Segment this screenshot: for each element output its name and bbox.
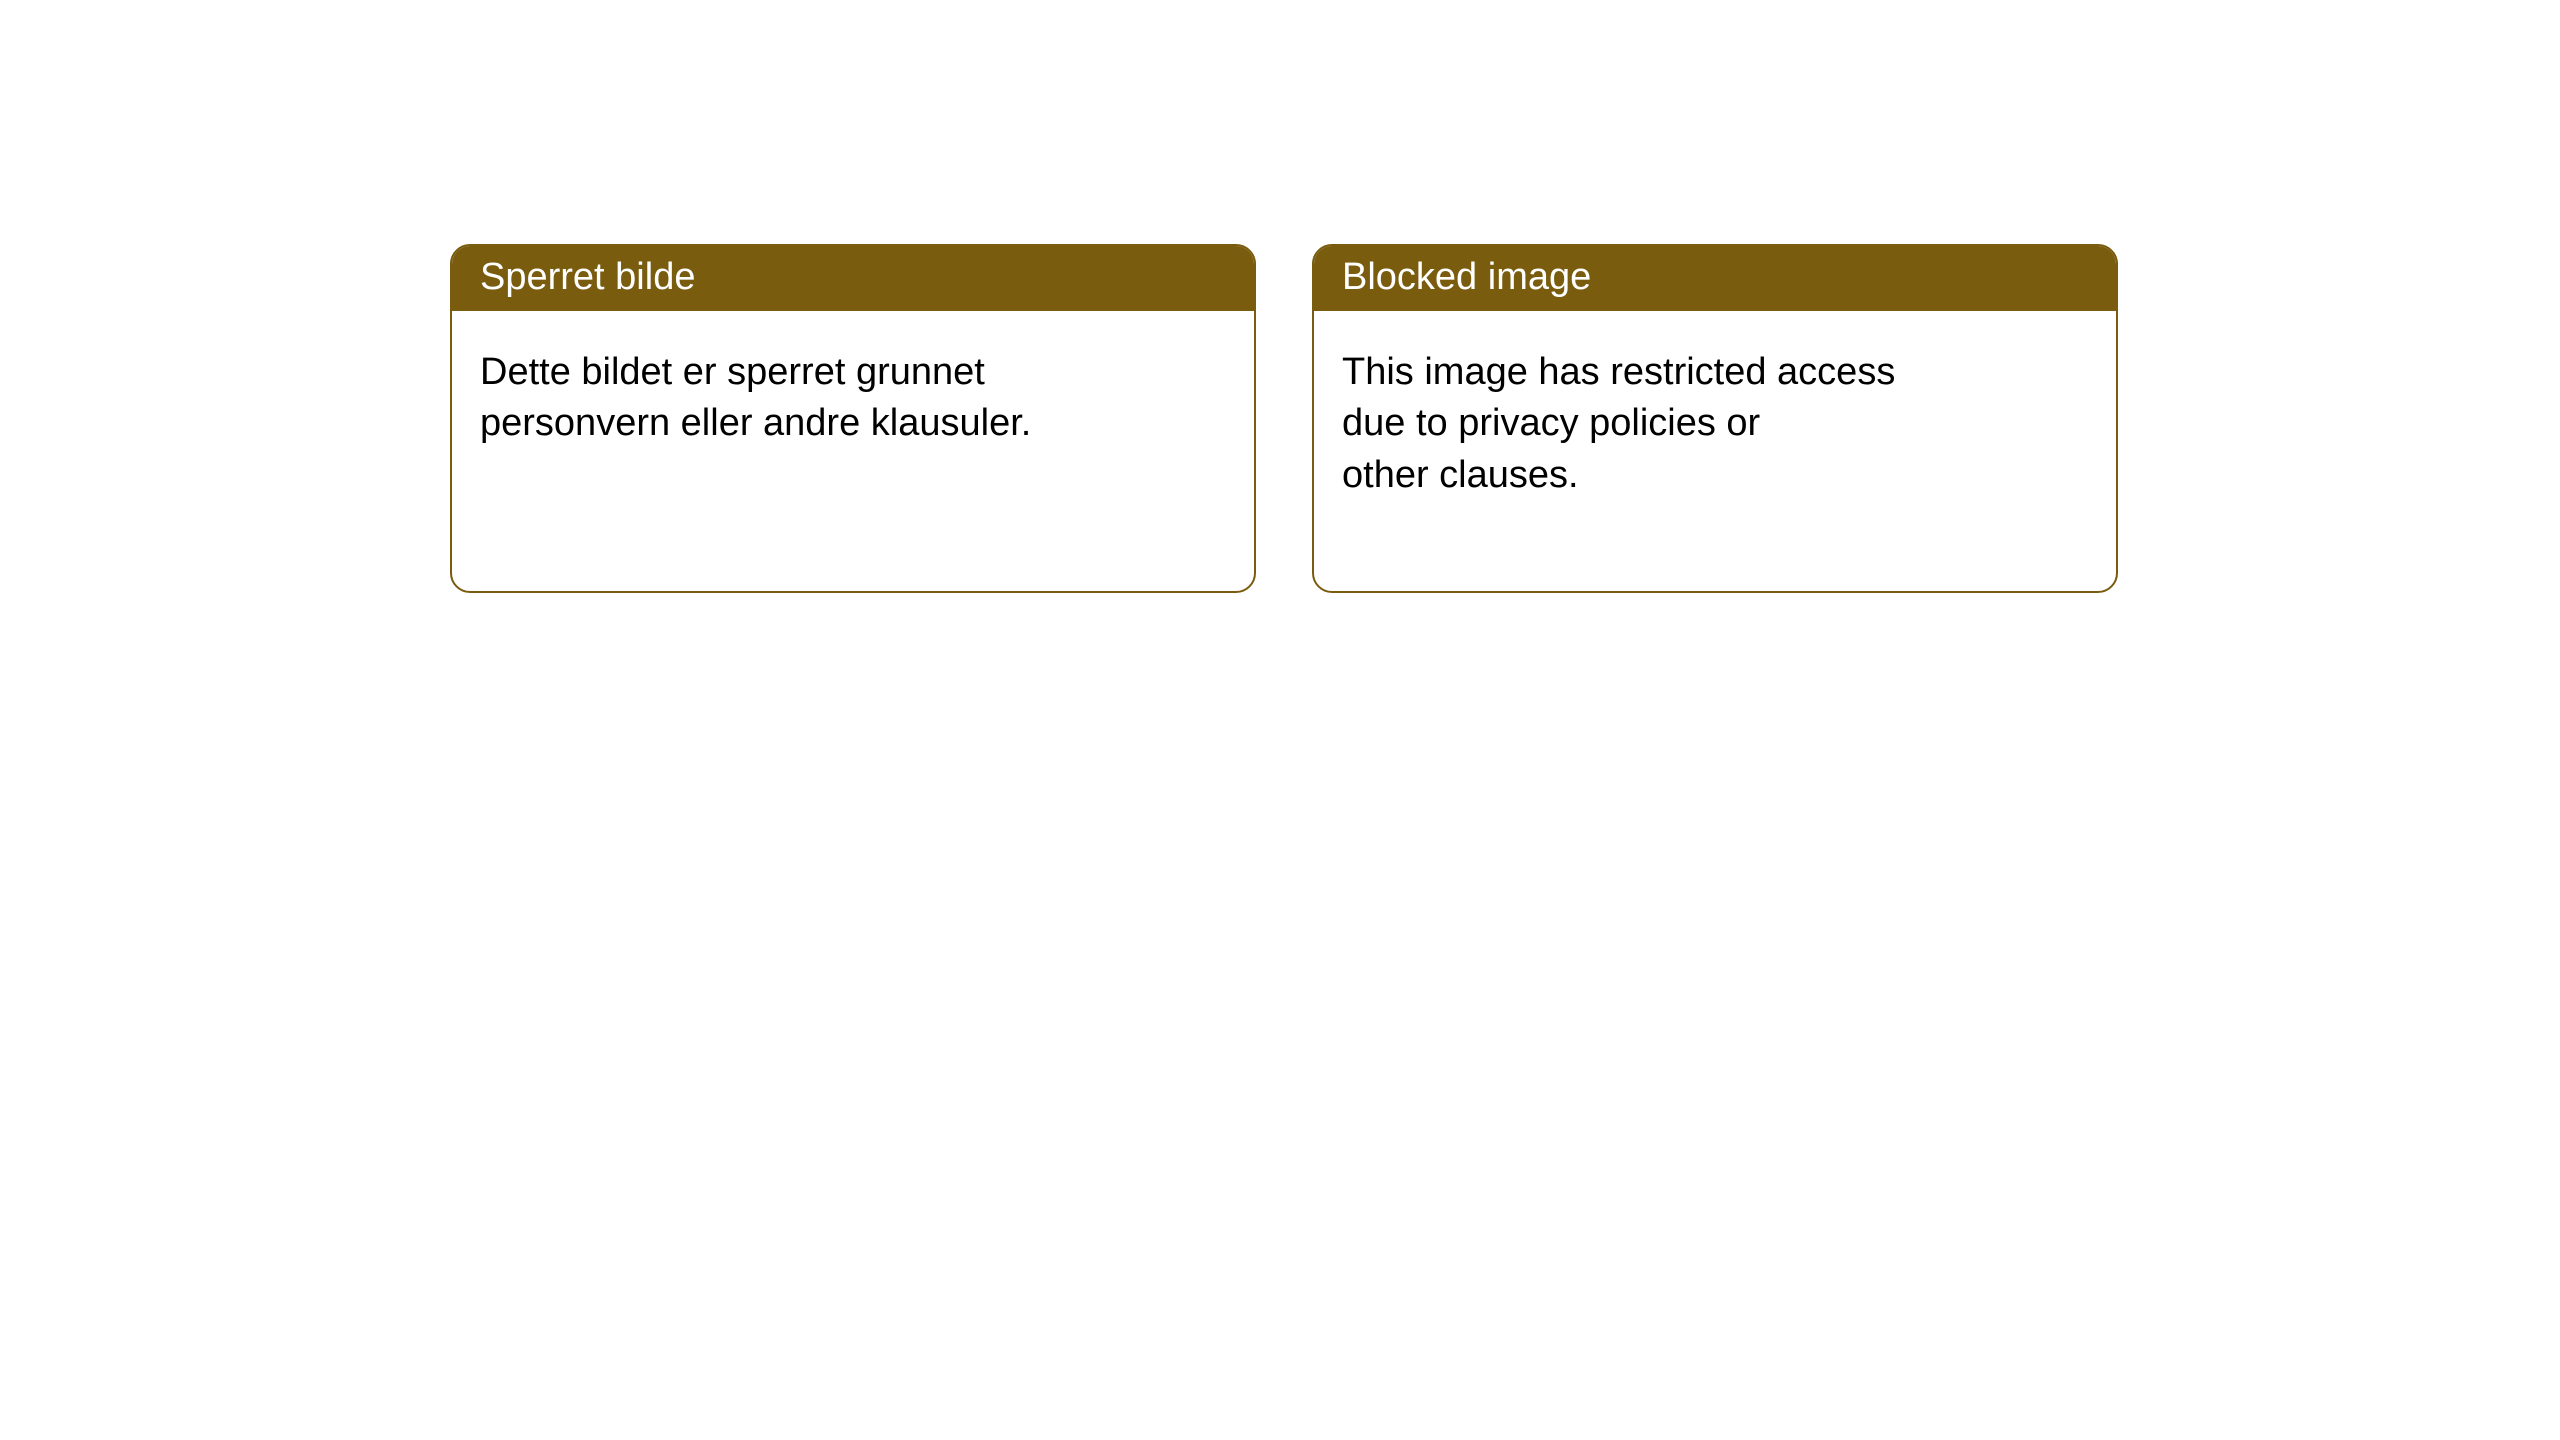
notice-card-title-en: Blocked image [1314,246,2116,311]
notice-card-en: Blocked image This image has restricted … [1312,244,2118,593]
notice-card-container: Sperret bilde Dette bildet er sperret gr… [450,244,2118,593]
notice-card-title-no: Sperret bilde [452,246,1254,311]
notice-card-body-en: This image has restricted access due to … [1314,311,2116,591]
notice-card-body-no: Dette bildet er sperret grunnet personve… [452,311,1254,540]
notice-card-no: Sperret bilde Dette bildet er sperret gr… [450,244,1256,593]
